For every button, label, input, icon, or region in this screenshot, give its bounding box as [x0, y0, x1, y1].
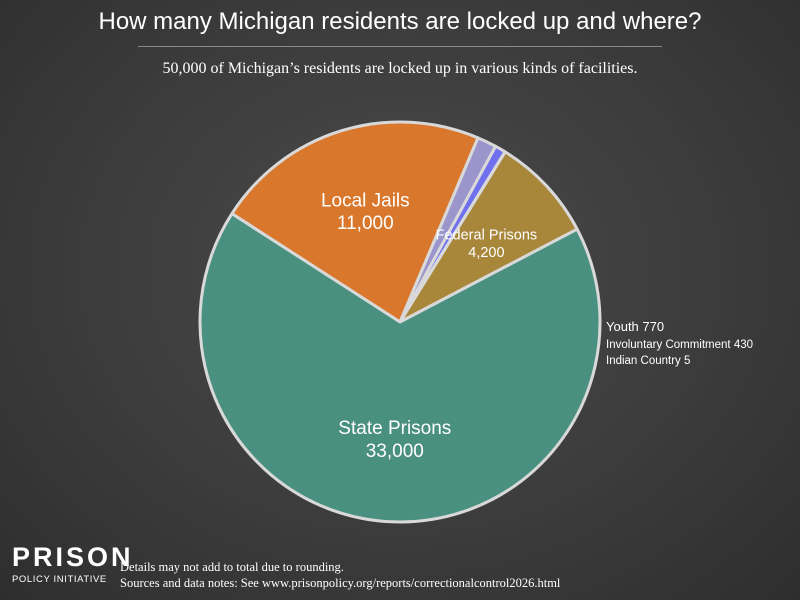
value-state-prisons: 33,000 [366, 441, 424, 462]
logo-text-policy-initiative: POLICY INITIATIVE [12, 574, 107, 585]
rounding-note: Details may not add to total due to roun… [120, 560, 344, 574]
label-state-prisons: State Prisons [338, 418, 451, 439]
title-divider [138, 46, 662, 47]
chart-subtitle: 50,000 of Michigan’s residents are locke… [162, 60, 638, 77]
sources-note: Sources and data notes: See www.prisonpo… [120, 576, 561, 590]
prison-policy-initiative-logo: PRISON POLICY INITIATIVE [12, 542, 134, 585]
label-local-jails: Local Jails [321, 190, 410, 211]
value-local-jails: 11,000 [337, 213, 394, 234]
label-youth: Youth 770 [606, 319, 664, 334]
slice-state-prisons [198, 212, 602, 524]
label-involuntary-commitment: Involuntary Commitment 430 [606, 339, 753, 351]
label-indian-country: Indian Country 5 [606, 355, 690, 367]
slice-local-jails [230, 120, 480, 324]
footer-notes: Details may not add to total due to roun… [120, 559, 560, 591]
label-federal-prisons: Federal Prisons [436, 227, 538, 243]
slice-federal-prisons [398, 150, 579, 324]
logo-text-prison: PRISON [12, 542, 134, 572]
chart-title: How many Michigan residents are locked u… [98, 8, 702, 35]
value-federal-prisons: 4,200 [468, 245, 504, 261]
